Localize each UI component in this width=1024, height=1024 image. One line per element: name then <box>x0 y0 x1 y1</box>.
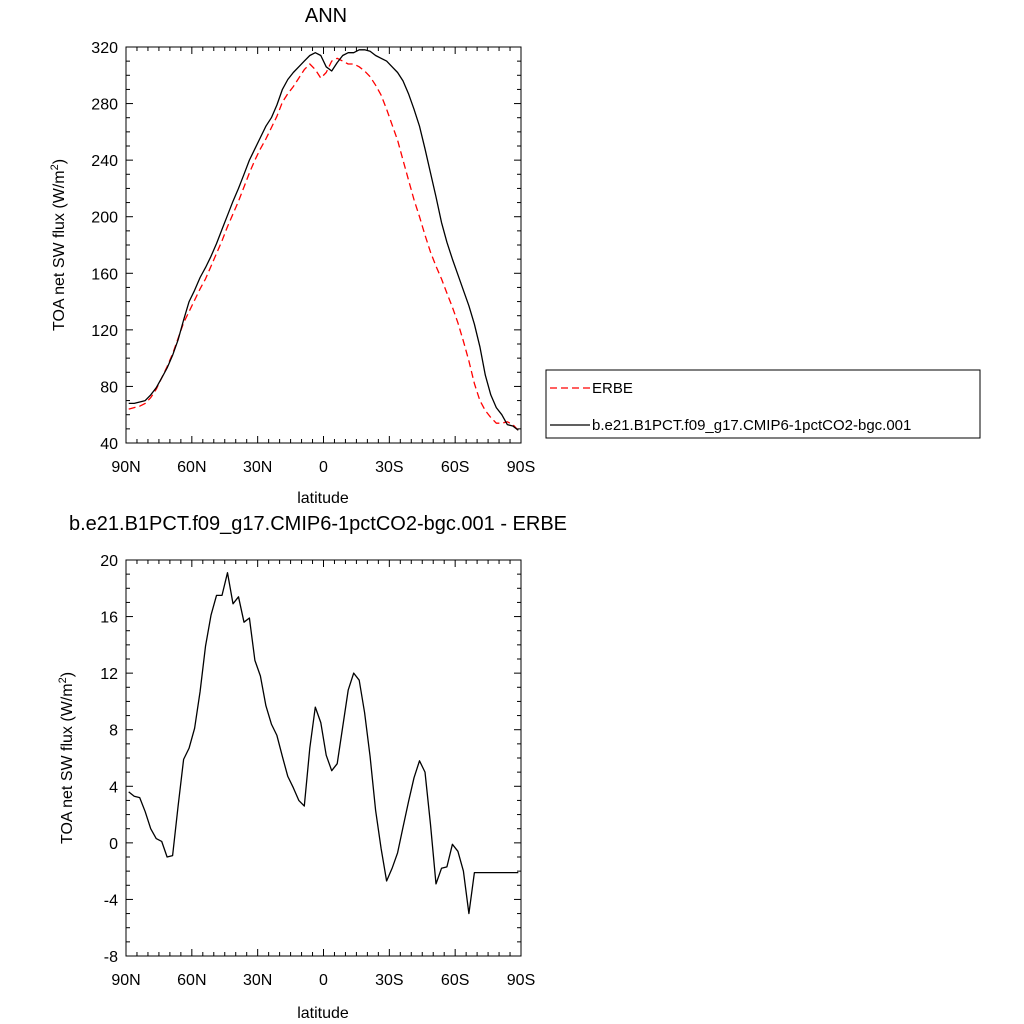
top-series-line-0 <box>128 57 519 431</box>
y-tick-label: 320 <box>91 40 118 57</box>
x-tick-label: 60N <box>177 459 206 476</box>
top-chart-title: ANN <box>305 5 347 27</box>
bottom-chart-title: b.e21.B1PCT.f09_g17.CMIP6-1pctCO2-bgc.00… <box>69 513 567 535</box>
y-tick-label: 16 <box>100 610 118 627</box>
y-tick-label: 0 <box>109 836 118 853</box>
y-tick-label: 200 <box>91 210 118 227</box>
x-tick-label: 60N <box>177 972 206 989</box>
top-series-lines <box>128 49 519 431</box>
x-tick-label: 90S <box>507 459 535 476</box>
y-tick-label: -8 <box>104 949 118 966</box>
y-tick-label: 280 <box>91 97 118 114</box>
top-panel: ANN 90N 60N 30N 0 30S 60S 90S 40 80 120 160 200 240 2… <box>49 5 981 507</box>
top-ticks: 90N 60N 30N 0 30S 60S 90S 40 80 120 160 200 240 280 32… <box>91 40 535 476</box>
bottom-series-lines <box>128 572 519 915</box>
legend-label-model: b.e21.B1PCT.f09_g17.CMIP6-1pctCO2-bgc.00… <box>592 417 911 434</box>
y-tick-label: 20 <box>100 553 118 570</box>
y-tick-label: 4 <box>109 779 118 796</box>
legend: ERBE b.e21.B1PCT.f09_g17.CMIP6-1pctCO2-b… <box>545 369 981 439</box>
bottom-series-line-0 <box>128 572 519 915</box>
x-tick-label: 0 <box>319 972 328 989</box>
x-tick-label: 90N <box>111 972 140 989</box>
x-tick-label: 60S <box>441 972 469 989</box>
y-tick-label: 120 <box>91 323 118 340</box>
top-plot-frame <box>125 46 522 444</box>
x-tick-label: 30N <box>243 459 272 476</box>
top-y-axis-label: TOA net SW flux (W/m2) <box>49 159 68 331</box>
y-tick-label: 40 <box>100 436 118 453</box>
x-tick-label: 30S <box>375 459 403 476</box>
x-tick-label: 90N <box>111 459 140 476</box>
top-series-line-1 <box>128 49 519 431</box>
y-tick-label: -4 <box>104 892 118 909</box>
x-tick-label: 0 <box>319 459 328 476</box>
bottom-plot-frame <box>125 559 522 957</box>
y-tick-label: 80 <box>100 379 118 396</box>
y-tick-label: 8 <box>109 723 118 740</box>
legend-label-erbe: ERBE <box>592 380 633 397</box>
bottom-y-axis-label: TOA net SW flux (W/m2) <box>57 672 76 844</box>
x-tick-label: 90S <box>507 972 535 989</box>
top-x-axis-label: latitude <box>297 490 349 507</box>
bottom-x-axis-label: latitude <box>297 1005 349 1022</box>
y-tick-label: 240 <box>91 153 118 170</box>
x-tick-label: 30N <box>243 972 272 989</box>
x-tick-label: 60S <box>441 459 469 476</box>
y-tick-label: 12 <box>100 666 118 683</box>
legend-box <box>545 369 981 439</box>
y-tick-label: 160 <box>91 266 118 283</box>
x-tick-label: 30S <box>375 972 403 989</box>
bottom-panel: b.e21.B1PCT.f09_g17.CMIP6-1pctCO2-bgc.00… <box>57 513 567 1022</box>
bottom-ticks: 90N 60N 30N 0 30S 60S 90S -8 -4 0 4 8 12 16 20 <box>100 553 535 989</box>
